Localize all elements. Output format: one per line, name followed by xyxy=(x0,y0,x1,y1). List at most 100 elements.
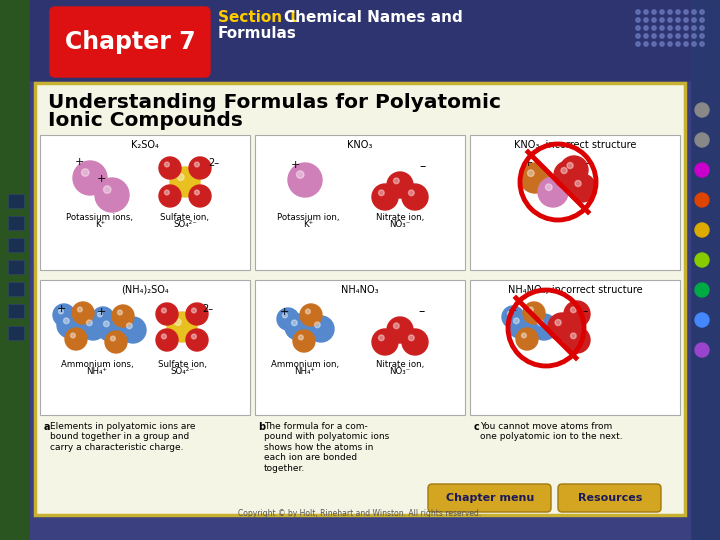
Circle shape xyxy=(104,321,109,327)
Circle shape xyxy=(110,336,115,341)
Circle shape xyxy=(644,10,648,14)
Circle shape xyxy=(695,133,709,147)
Circle shape xyxy=(668,42,672,46)
Circle shape xyxy=(554,161,582,189)
Circle shape xyxy=(700,10,704,14)
Circle shape xyxy=(508,311,513,316)
Circle shape xyxy=(402,329,428,355)
Text: a: a xyxy=(44,422,50,432)
Circle shape xyxy=(164,190,169,195)
Text: Copyright © by Holt, Rinehart and Winston. All rights reserved.: Copyright © by Holt, Rinehart and Winsto… xyxy=(238,509,482,517)
Circle shape xyxy=(528,170,534,177)
Circle shape xyxy=(297,171,304,178)
Text: Ammonium ion,: Ammonium ion, xyxy=(271,360,339,369)
Circle shape xyxy=(636,26,640,30)
Circle shape xyxy=(652,42,656,46)
Circle shape xyxy=(684,26,688,30)
Circle shape xyxy=(189,157,211,179)
Circle shape xyxy=(192,308,197,313)
Text: +: + xyxy=(291,160,300,170)
Text: Chemical Names and: Chemical Names and xyxy=(284,10,463,24)
Circle shape xyxy=(159,157,181,179)
Text: K⁺: K⁺ xyxy=(303,220,313,229)
Circle shape xyxy=(567,163,573,168)
Bar xyxy=(40,135,250,270)
Circle shape xyxy=(652,18,656,22)
FancyBboxPatch shape xyxy=(50,7,210,77)
Circle shape xyxy=(394,323,399,329)
Bar xyxy=(8,326,24,340)
Circle shape xyxy=(692,10,696,14)
Text: +: + xyxy=(97,174,107,184)
Bar xyxy=(8,304,24,318)
Circle shape xyxy=(120,317,146,343)
Circle shape xyxy=(402,184,428,210)
Circle shape xyxy=(561,167,567,173)
Circle shape xyxy=(112,305,134,327)
Text: K₂SO₄: K₂SO₄ xyxy=(131,140,159,150)
Circle shape xyxy=(700,42,704,46)
Circle shape xyxy=(58,309,63,314)
Circle shape xyxy=(277,308,299,330)
Circle shape xyxy=(570,333,576,339)
Circle shape xyxy=(387,317,413,343)
Circle shape xyxy=(564,301,590,327)
Circle shape xyxy=(528,307,534,312)
Circle shape xyxy=(700,18,704,22)
Bar xyxy=(690,0,720,540)
Circle shape xyxy=(86,320,92,326)
Circle shape xyxy=(564,327,590,353)
Circle shape xyxy=(570,307,576,313)
Circle shape xyxy=(127,323,132,329)
Text: NO₃⁻: NO₃⁻ xyxy=(390,367,410,376)
Circle shape xyxy=(372,329,398,355)
Text: Formulas: Formulas xyxy=(218,26,297,42)
Bar xyxy=(8,238,24,252)
Circle shape xyxy=(372,184,398,210)
Text: NH₄⁺: NH₄⁺ xyxy=(86,367,107,376)
Text: KNO₃: KNO₃ xyxy=(347,140,373,150)
Circle shape xyxy=(194,190,199,195)
Circle shape xyxy=(293,330,315,352)
Text: NH₄NO₃: NH₄NO₃ xyxy=(341,285,379,295)
Text: +: + xyxy=(57,304,66,314)
FancyBboxPatch shape xyxy=(428,484,551,512)
Circle shape xyxy=(178,174,184,180)
Bar xyxy=(255,135,465,270)
Text: +: + xyxy=(97,307,107,317)
Text: Section 1: Section 1 xyxy=(218,10,298,24)
Circle shape xyxy=(695,343,709,357)
Circle shape xyxy=(636,42,640,46)
Circle shape xyxy=(408,335,414,341)
Text: Resources: Resources xyxy=(578,493,642,503)
Circle shape xyxy=(63,318,69,323)
Text: Chapter menu: Chapter menu xyxy=(446,493,534,503)
Text: +: + xyxy=(75,157,84,167)
Bar xyxy=(255,280,465,415)
Circle shape xyxy=(194,162,199,167)
Bar xyxy=(35,83,685,515)
Text: Potassium ions,: Potassium ions, xyxy=(66,213,133,222)
Circle shape xyxy=(97,312,102,317)
Text: The formula for a com-
pound with polyatomic ions
shows how the atoms in
each io: The formula for a com- pound with polyat… xyxy=(264,422,390,472)
Text: Nitrate ion,: Nitrate ion, xyxy=(376,360,424,369)
Circle shape xyxy=(299,335,303,340)
Bar xyxy=(8,282,24,296)
Circle shape xyxy=(513,318,519,323)
Circle shape xyxy=(186,329,208,351)
Circle shape xyxy=(104,186,111,193)
Circle shape xyxy=(57,312,83,338)
Circle shape xyxy=(652,34,656,38)
Circle shape xyxy=(156,303,178,325)
Circle shape xyxy=(521,333,526,338)
Circle shape xyxy=(668,26,672,30)
Circle shape xyxy=(523,302,545,324)
Text: 2–: 2– xyxy=(202,304,213,314)
Circle shape xyxy=(156,329,178,351)
Circle shape xyxy=(676,34,680,38)
Circle shape xyxy=(97,315,123,341)
Circle shape xyxy=(695,193,709,207)
Circle shape xyxy=(684,10,688,14)
Circle shape xyxy=(305,309,310,314)
Circle shape xyxy=(555,320,561,326)
